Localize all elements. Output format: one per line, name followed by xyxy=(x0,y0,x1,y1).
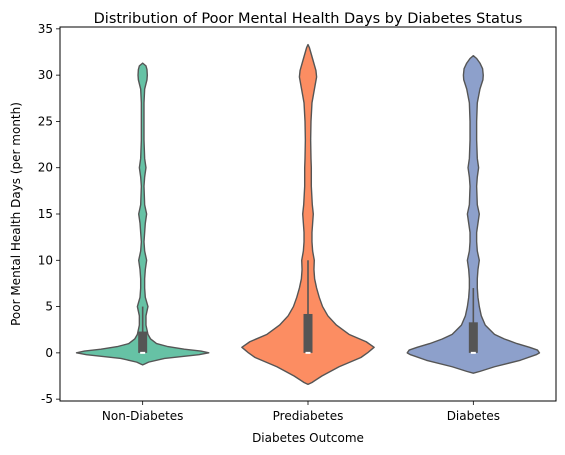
chart-title: Distribution of Poor Mental Health Days … xyxy=(94,11,523,27)
y-tick-label: 20 xyxy=(38,161,53,175)
x-tick-label-non-diabetes: Non-Diabetes xyxy=(102,409,184,423)
inner-boxes-layer xyxy=(138,260,478,353)
y-tick-label: 25 xyxy=(38,114,53,128)
x-axis-label: Diabetes Outcome xyxy=(252,431,364,445)
y-axis-label: Poor Mental Health Days (per month) xyxy=(9,102,23,326)
y-tick-label: 30 xyxy=(38,68,53,82)
iqr-box-prediabetes xyxy=(304,314,313,353)
y-tick-label: 35 xyxy=(38,22,53,36)
y-tick-label: 15 xyxy=(38,207,53,221)
y-tick-label: 0 xyxy=(45,346,53,360)
y-tick-label: -5 xyxy=(41,392,53,406)
iqr-box-non-diabetes xyxy=(138,332,147,353)
iqr-box-diabetes xyxy=(469,322,478,353)
x-axis: Non-Diabetes Prediabetes Diabetes xyxy=(102,401,500,423)
y-axis: -5 0 5 10 15 20 25 30 35 xyxy=(38,22,60,406)
x-tick-label-diabetes: Diabetes xyxy=(447,409,500,423)
x-tick-label-prediabetes: Prediabetes xyxy=(273,409,344,423)
y-tick-label: 10 xyxy=(38,253,53,267)
y-tick-label: 5 xyxy=(45,300,53,314)
